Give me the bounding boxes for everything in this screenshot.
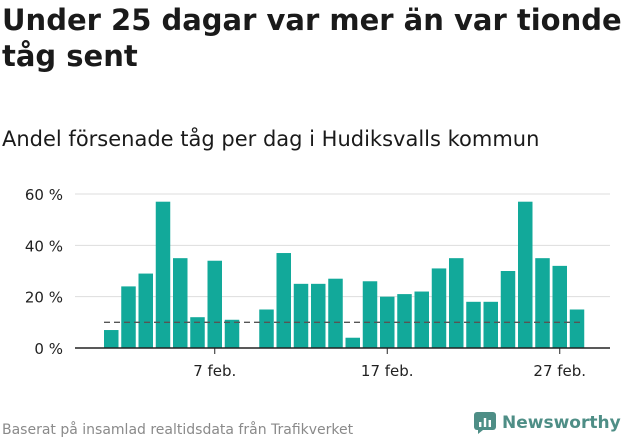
- bar: [155, 201, 171, 348]
- bar: [224, 319, 240, 348]
- bar: [138, 273, 153, 348]
- chart-title: Under 25 dagar var mer än var tionde tåg…: [2, 3, 622, 73]
- y-tick-label: 60 %: [25, 186, 63, 204]
- bar: [483, 301, 498, 348]
- x-tick-label: 7 feb.: [193, 362, 236, 380]
- bar: [466, 301, 481, 348]
- axes: 0 % 20 % 40 % 60 % 7 feb. 17 feb. 27 feb.: [25, 186, 610, 380]
- bar: [500, 271, 516, 348]
- bar: [259, 309, 274, 348]
- y-tick-label: 0 %: [34, 340, 63, 358]
- bar: [397, 294, 412, 348]
- chart-subtitle: Andel försenade tåg per dag i Hudiksvall…: [2, 127, 540, 151]
- bar: [535, 258, 550, 348]
- bar: [173, 258, 188, 348]
- newsworthy-logo[interactable]: Newsworthy: [474, 409, 621, 437]
- bar: [431, 268, 447, 348]
- brand-name: Newsworthy: [502, 413, 621, 433]
- y-tick-label: 20 %: [25, 289, 63, 307]
- bars: [104, 201, 585, 348]
- bar-chart: 0 % 20 % 40 % 60 % 7 feb. 17 feb. 27 feb.: [25, 186, 610, 380]
- x-tick-label: 17 feb.: [361, 362, 414, 380]
- x-tick-label: 27 feb.: [533, 362, 586, 380]
- bar: [328, 278, 343, 348]
- bar: [518, 201, 533, 348]
- bar: [190, 317, 205, 348]
- bar: [121, 286, 136, 348]
- bar: [449, 258, 464, 348]
- bar: [207, 260, 222, 348]
- bar: [414, 291, 429, 348]
- bar: [345, 337, 360, 348]
- bar: [362, 281, 378, 348]
- newsworthy-bars-icon: [474, 412, 496, 434]
- source-note: Baserat på insamlad realtidsdata från Tr…: [2, 422, 354, 438]
- y-tick-label: 40 %: [25, 237, 63, 255]
- bar: [276, 253, 291, 348]
- bar: [569, 309, 585, 348]
- bar: [552, 265, 567, 348]
- bar: [104, 330, 119, 348]
- bar: [311, 283, 326, 348]
- bar: [293, 283, 309, 348]
